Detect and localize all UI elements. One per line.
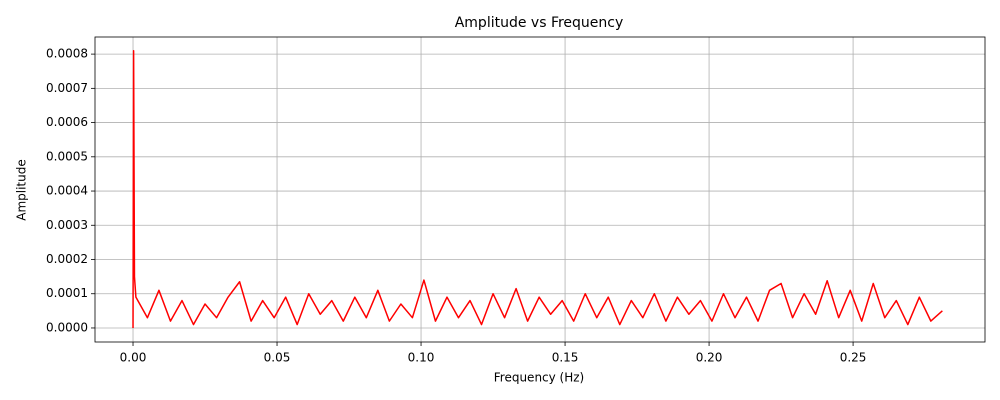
- y-tick-label: 0.0001: [46, 286, 88, 300]
- chart-title: Amplitude vs Frequency: [455, 15, 624, 31]
- y-tick-label: 0.0000: [46, 320, 88, 334]
- y-tick-label: 0.0006: [46, 115, 88, 129]
- y-tick-label: 0.0003: [46, 218, 88, 232]
- x-tick-label: 0.10: [408, 351, 435, 365]
- y-tick-label: 0.0005: [46, 149, 88, 163]
- data-line: [132, 49, 943, 328]
- plot-frame: [94, 36, 986, 343]
- y-tick-label: 0.0004: [46, 184, 88, 198]
- x-tick-label: 0.25: [840, 351, 867, 365]
- y-axis-label: Amplitude: [15, 159, 29, 221]
- x-axis-label: Frequency (Hz): [494, 371, 585, 385]
- y-tick-label: 0.0007: [46, 81, 88, 95]
- y-tick-label: 0.0008: [46, 47, 88, 61]
- y-tick-label: 0.0002: [46, 252, 88, 266]
- x-tick-label: 0.00: [120, 351, 147, 365]
- x-tick-label: 0.05: [264, 351, 291, 365]
- x-tick-label: 0.20: [696, 351, 723, 365]
- x-tick-label: 0.15: [552, 351, 579, 365]
